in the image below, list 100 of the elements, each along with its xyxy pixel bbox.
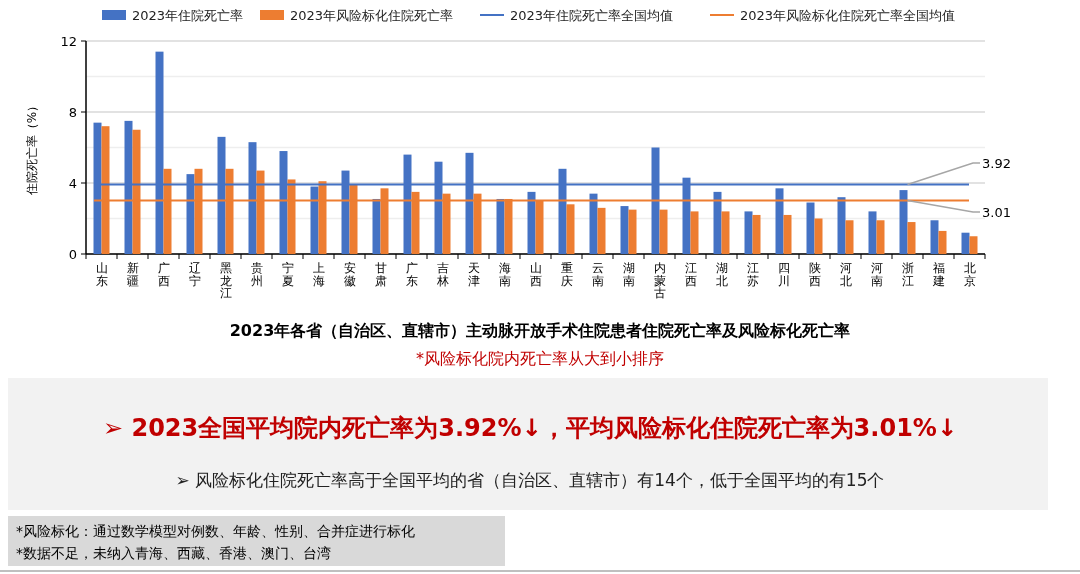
text: *数据不足，未纳入青海、西藏、香港、澳门、台湾 xyxy=(16,545,331,561)
bar xyxy=(814,218,823,254)
bar xyxy=(775,188,784,254)
bar xyxy=(93,122,102,254)
bar xyxy=(744,211,753,254)
y-tick-label: 12 xyxy=(60,34,77,49)
text: *风险标化：通过数学模型对例数、年龄、性别、合并症进行标化 xyxy=(16,523,415,539)
x-tick-label: 云南 xyxy=(591,261,604,288)
bar xyxy=(124,120,133,254)
bar xyxy=(287,179,296,254)
legend-label: 2023年住院死亡率全国均值 xyxy=(510,8,674,23)
x-tick-label: 吉林 xyxy=(435,261,449,288)
annotation: 3.01 xyxy=(982,205,1011,220)
bar xyxy=(372,198,381,254)
bar xyxy=(558,168,567,254)
bar xyxy=(225,168,234,254)
bar xyxy=(907,222,916,254)
text: ➢ 风险标化住院死亡率高于全国平均的省（自治区、直辖市）有14个，低于全国平均的有15个 xyxy=(175,470,885,490)
bar xyxy=(930,220,939,254)
bar xyxy=(411,191,420,254)
bar xyxy=(721,211,730,254)
x-tick-label: 山东 xyxy=(95,261,108,288)
y-tick-label: 0 xyxy=(68,247,77,262)
x-tick-label: 江西 xyxy=(684,261,697,288)
bar xyxy=(690,211,699,254)
bar xyxy=(155,51,164,254)
legend-label: 2023年风险标化住院死亡率全国均值 xyxy=(740,8,956,23)
x-tick-label: 重庆 xyxy=(560,261,573,288)
legend-label: 2023年住院死亡率 xyxy=(132,8,244,23)
bar xyxy=(938,230,947,254)
bar xyxy=(163,168,172,254)
bar xyxy=(496,198,505,254)
y-axis-title: 住院死亡率（%） xyxy=(25,99,39,197)
bar xyxy=(504,198,513,254)
bar xyxy=(442,193,451,254)
bar xyxy=(961,232,970,254)
bar xyxy=(837,197,846,254)
x-tick-label: 上海 xyxy=(312,261,325,288)
x-tick-label: 浙江 xyxy=(901,261,914,288)
bar xyxy=(527,191,536,254)
y-tick-label: 8 xyxy=(68,105,77,120)
legend-label: 2023年风险标化住院死亡率 xyxy=(290,8,454,23)
text: 2023年各省（自治区、直辖市）主动脉开放手术住院患者住院死亡率及风险标化死亡率 xyxy=(229,321,851,340)
x-tick-label: 天津 xyxy=(467,261,480,288)
bar xyxy=(380,188,389,254)
x-tick-label: 新疆 xyxy=(126,261,139,288)
bar xyxy=(845,220,854,254)
bar xyxy=(682,177,691,254)
bar xyxy=(969,236,978,254)
x-tick-label: 北京 xyxy=(963,261,976,288)
text: *风险标化院内死亡率从大到小排序 xyxy=(416,349,664,368)
x-tick-label: 安徽 xyxy=(343,261,356,288)
bar xyxy=(806,202,815,254)
bar xyxy=(349,184,358,254)
bar xyxy=(465,152,474,254)
x-tick-label: 甘肃 xyxy=(374,261,387,288)
bar xyxy=(248,142,257,254)
bar xyxy=(310,186,319,254)
x-tick-label: 广西 xyxy=(157,261,170,288)
x-tick-label: 山西 xyxy=(529,261,542,288)
x-tick-label: 黑龙江 xyxy=(219,261,232,300)
x-tick-label: 福建 xyxy=(931,261,945,288)
bar xyxy=(876,220,885,254)
bar xyxy=(194,168,203,254)
bar xyxy=(473,193,482,254)
bar xyxy=(566,204,575,254)
bar xyxy=(279,151,288,254)
x-tick-label: 辽宁 xyxy=(188,261,201,288)
bar xyxy=(651,147,660,254)
bar xyxy=(868,211,877,254)
x-tick-label: 湖南 xyxy=(622,261,635,288)
x-tick-label: 河南 xyxy=(870,261,883,288)
x-tick-label: 湖北 xyxy=(715,261,728,288)
bar xyxy=(752,214,761,254)
text: ➢ 2023全国平均院内死亡率为3.92%↓，平均风险标化住院死亡率为3.01%↓ xyxy=(102,414,958,442)
annotation: 3.92 xyxy=(982,156,1011,171)
bar xyxy=(434,161,443,254)
bar xyxy=(256,170,265,254)
bar xyxy=(535,200,544,254)
x-tick-label: 宁夏 xyxy=(281,261,294,288)
bar xyxy=(783,214,792,254)
x-tick-label: 四川 xyxy=(777,261,790,288)
x-tick-label: 海南 xyxy=(498,261,511,288)
x-tick-label: 陕西 xyxy=(808,261,821,288)
bar xyxy=(899,190,908,254)
x-tick-label: 江苏 xyxy=(746,261,759,288)
bar xyxy=(217,136,226,254)
bar xyxy=(403,154,412,254)
bar xyxy=(713,191,722,254)
bar xyxy=(620,206,629,254)
x-tick-label: 广东 xyxy=(405,261,418,288)
y-tick-label: 4 xyxy=(68,176,77,191)
bar xyxy=(341,170,350,254)
bar xyxy=(318,181,327,254)
bar xyxy=(101,126,110,254)
x-tick-label: 贵州 xyxy=(250,261,263,288)
bar xyxy=(659,209,668,254)
bar xyxy=(132,129,141,254)
bar xyxy=(628,209,637,254)
bar xyxy=(597,207,606,254)
